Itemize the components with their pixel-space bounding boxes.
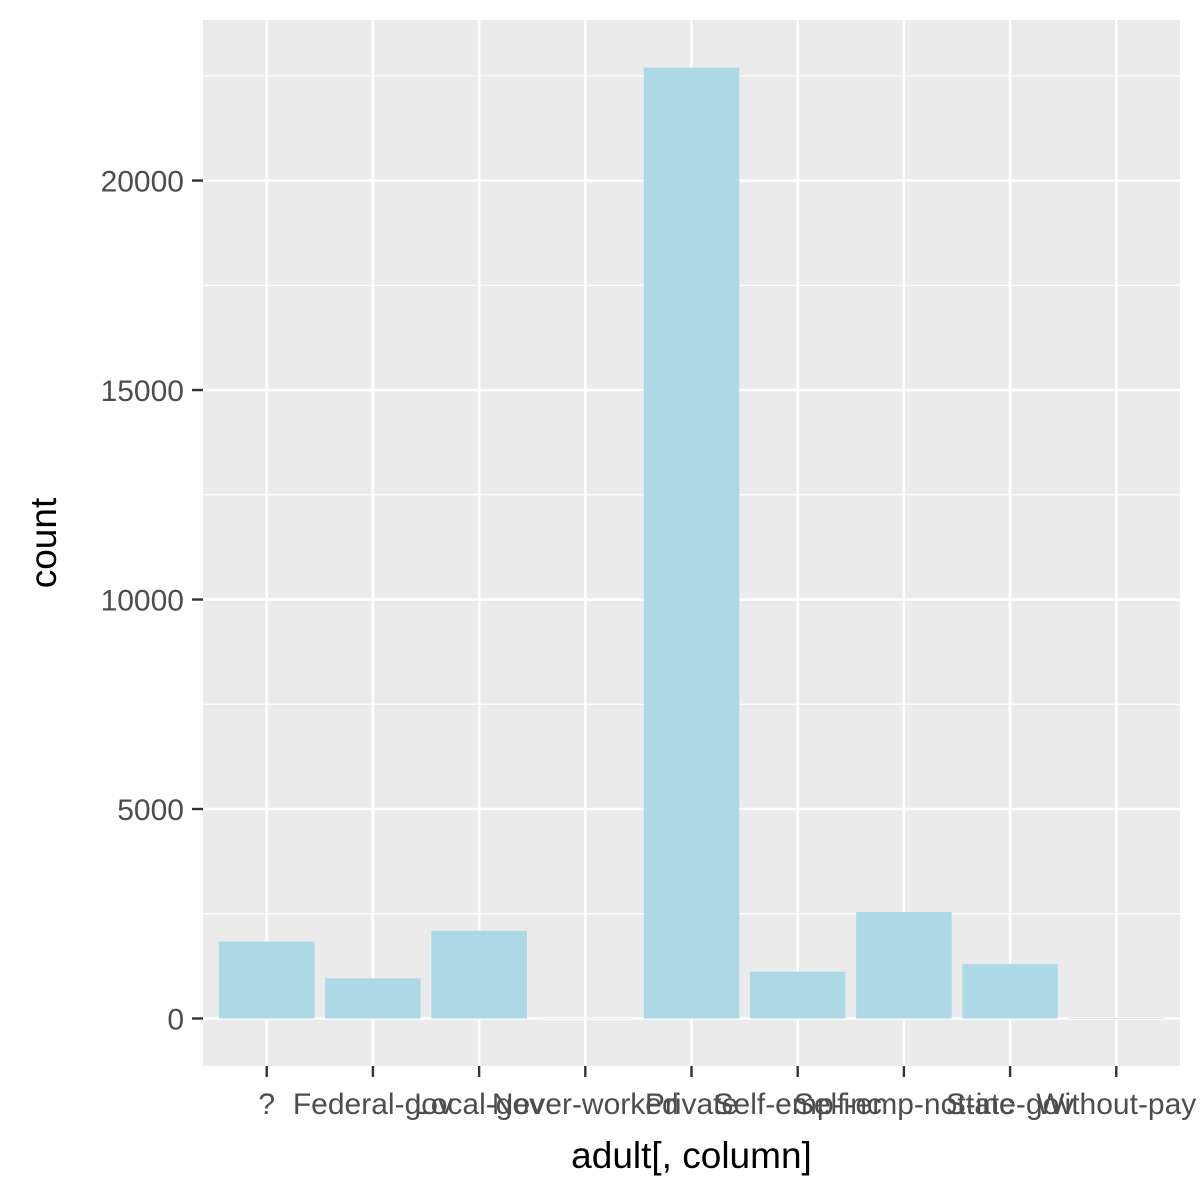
x-tick-label: Self-emp-inc	[714, 1088, 882, 1121]
y-tick-label: 10000	[101, 585, 184, 618]
bar-	[218, 941, 315, 1019]
bar-federal-gov	[325, 978, 421, 1019]
x-tick-label: Local-gov	[414, 1088, 544, 1121]
x-tick-label: Self-emp-not-inc	[794, 1088, 1014, 1121]
x-tick-label: Never-worked	[492, 1088, 679, 1121]
x-tick-label: Federal-gov	[293, 1088, 453, 1121]
x-axis: ? Federal-govLocal-govNever-workedPrivate…	[258, 1066, 1196, 1121]
x-tick-label: ?	[258, 1088, 275, 1121]
bars	[218, 67, 1165, 1019]
y-tick-label: 20000	[101, 166, 184, 199]
x-tick-label: Without-pay	[1036, 1088, 1196, 1121]
x-axis-title: adult[, column]	[571, 1135, 812, 1176]
y-tick-label: 5000	[117, 794, 184, 827]
bar-local-gov	[431, 930, 527, 1019]
y-tick-label: 15000	[101, 375, 184, 408]
bar-self-emp-inc	[749, 971, 846, 1019]
bar-private	[643, 67, 740, 1019]
x-tick-label: Private	[645, 1088, 738, 1121]
y-axis-title: count	[23, 497, 64, 588]
bar-without-pay	[1068, 1017, 1165, 1019]
bar-state-gov	[962, 964, 1058, 1019]
y-tick-label: 0	[167, 1003, 184, 1036]
bar-self-emp-not-inc	[856, 912, 952, 1019]
x-tick-label: State-gov	[946, 1088, 1074, 1121]
y-axis: 0 5000 10000 15000 20000	[101, 166, 203, 1036]
